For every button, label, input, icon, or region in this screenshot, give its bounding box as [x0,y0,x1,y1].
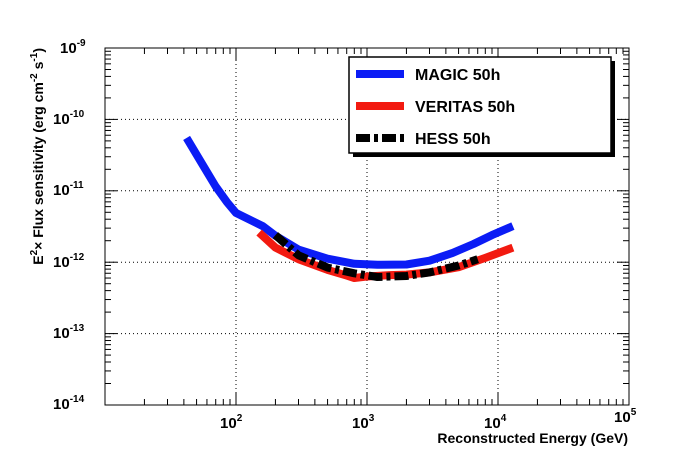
axis-ticks [104,47,630,406]
x-tick-labels: 102 103 104 105 [220,407,637,432]
y-tick-label-1e-12: 10-12 [53,252,85,271]
y-tick-labels: 10-14 10-13 10-12 10-11 10-10 10-9 [53,38,86,413]
legend-label-veritas: VERITAS 50h [415,99,515,116]
x-tick-label-1e2: 102 [220,413,243,432]
y-tick-label-1e-9: 10-9 [60,38,86,57]
legend: MAGIC 50h VERITAS 50h HESS 50h [348,56,615,157]
x-tick-label-1e5: 105 [614,407,637,426]
x-tick-label-1e3: 103 [352,413,375,432]
series-line-magic-50h [183,135,515,269]
y-axis-title: E2× Flux sensitivity (erg cm-2 s-1) [29,48,46,265]
y-tick-label-1e-10: 10-10 [53,109,85,128]
y-tick-label-1e-11: 10-11 [53,180,84,199]
x-tick-label-1e4: 104 [484,413,507,432]
legend-label-magic: MAGIC 50h [415,67,500,84]
series-line-hess-50h [272,232,479,281]
y-tick-label-1e-14: 10-14 [53,394,85,413]
y-tick-label-1e-13: 10-13 [53,323,85,342]
legend-label-hess: HESS 50h [415,131,491,148]
series-group [183,135,515,282]
x-axis-title: Reconstructed Energy (GeV) [437,430,628,446]
